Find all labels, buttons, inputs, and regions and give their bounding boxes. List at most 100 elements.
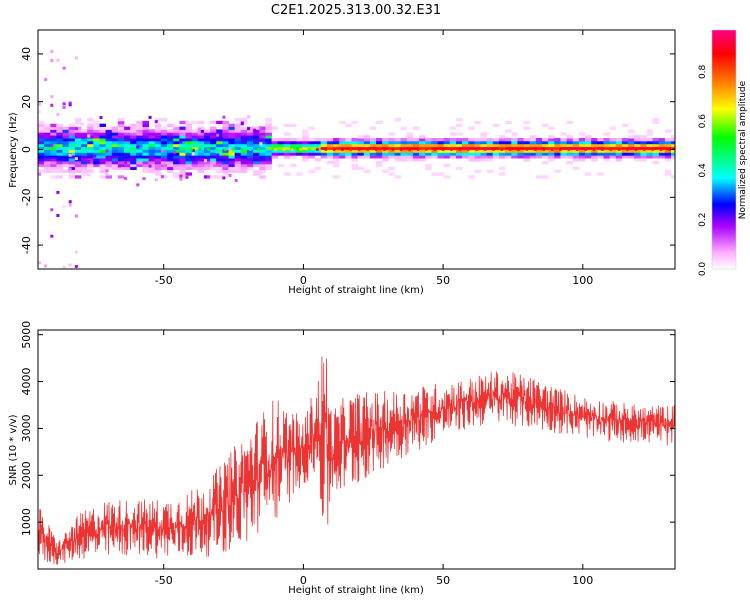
spectrogram-cell	[290, 143, 297, 148]
spectrogram-cell	[253, 161, 260, 165]
spectrogram-cell	[117, 120, 125, 125]
spectrogram-cell	[148, 149, 156, 153]
spectrogram-cell	[240, 155, 248, 159]
spectrogram-cell	[277, 143, 285, 148]
spectrogram-cell	[185, 132, 192, 136]
spectrogram-cell	[259, 129, 266, 133]
spectrogram-cell	[308, 140, 315, 145]
spectrogram-cell	[345, 143, 352, 148]
spectrogram-cell	[517, 149, 524, 153]
spectrogram-cell	[160, 158, 168, 162]
spectrogram-cell	[535, 138, 543, 142]
spectrogram-cell	[50, 135, 57, 139]
spectrogram-peak	[542, 148, 546, 151]
spectrogram-speckle	[124, 161, 128, 164]
spectrogram-cell	[247, 163, 254, 168]
spectrogram-cell	[376, 143, 383, 148]
spectrogram-cell	[320, 155, 328, 159]
spectrogram-cell	[204, 158, 211, 162]
spectrogram-cell	[351, 166, 358, 170]
spectrogram-cell	[523, 143, 531, 148]
spectrogram-cell	[167, 132, 174, 136]
spectrogram-speckle	[228, 173, 232, 177]
spectrogram-cell	[111, 163, 119, 168]
spectrogram-peak	[466, 148, 470, 151]
spectrogram-cell	[265, 132, 272, 136]
spectrogram-speckle	[62, 105, 66, 109]
colorbar-tick-label: 0.2	[698, 213, 708, 227]
spectrogram-cell	[419, 143, 426, 148]
spectrogram-cell	[117, 140, 125, 145]
spectrogram-cell	[74, 120, 82, 125]
spectrogram-cell	[535, 146, 543, 150]
spectrogram-cell	[216, 166, 223, 170]
spectrogram-cell	[609, 140, 617, 145]
spectrogram-cell	[554, 155, 561, 159]
spectrogram-cell	[480, 149, 487, 153]
spectrogram-peak	[408, 148, 412, 151]
spectrogram-cell	[247, 143, 254, 148]
spectrogram-cell	[154, 118, 162, 122]
spectrogram-cell	[160, 163, 168, 168]
spectrogram-cell	[234, 161, 242, 165]
spectrogram-cell	[283, 143, 291, 148]
spectrogram-cell	[443, 152, 451, 156]
spectrogram-cell	[167, 123, 174, 127]
spectrogram-cell	[345, 149, 352, 153]
spectrogram-cell	[124, 152, 131, 156]
spectrogram-cell	[234, 132, 242, 136]
spectrogram-cell	[130, 129, 137, 133]
spectrogram-cell	[185, 123, 192, 127]
spectrogram-xtick-label: 50	[436, 274, 450, 287]
spectrogram-cell	[44, 161, 51, 165]
spectrogram-cell	[142, 166, 149, 170]
snr-ytick-label: 5000	[20, 321, 33, 349]
spectrogram-cell	[160, 143, 168, 148]
spectrogram-cell	[394, 146, 401, 150]
spectrogram-cell	[62, 149, 70, 153]
spectrogram-speckle	[222, 176, 226, 180]
spectrogram-cell	[173, 129, 180, 133]
spectrogram-cell	[462, 138, 469, 142]
spectrogram-xtick-label: 0	[300, 274, 307, 287]
spectrogram-cell	[308, 149, 315, 153]
spectrogram-cell	[240, 161, 248, 165]
spectrogram-cell	[81, 166, 88, 170]
spectrogram-peak	[659, 148, 663, 151]
spectrogram-cell	[406, 138, 414, 142]
spectrogram-speckle	[99, 168, 103, 172]
spectrogram-peak	[290, 148, 294, 151]
spectrogram-cell	[499, 140, 506, 145]
spectrogram-cell	[621, 138, 629, 142]
spectrogram-cell	[542, 146, 549, 150]
spectrogram-cell	[351, 155, 358, 159]
spectrogram-cell	[228, 152, 235, 156]
spectrogram-cell	[302, 146, 309, 150]
spectrogram-speckle	[105, 149, 109, 153]
spectrogram-cell	[517, 152, 524, 156]
spectrogram-cell	[87, 158, 94, 162]
spectrogram-cell	[167, 161, 174, 165]
spectrogram-cell	[634, 152, 641, 156]
spectrogram-cell	[185, 158, 192, 162]
spectrogram-cell	[154, 163, 162, 168]
spectrogram-cell	[652, 155, 660, 159]
spectrogram-cell	[333, 155, 340, 159]
spectrogram-cell	[671, 146, 675, 150]
spectrogram-cell	[210, 126, 217, 130]
spectrogram-cell	[542, 138, 549, 142]
spectrogram-cell	[56, 132, 63, 136]
spectrogram-cell	[505, 140, 512, 145]
spectrogram-cell	[228, 161, 235, 165]
spectrogram-cell	[234, 149, 242, 153]
spectrogram-cell	[154, 166, 162, 170]
spectrogram-cell	[351, 140, 358, 145]
spectrogram-cell	[425, 140, 432, 145]
spectrogram-cell	[394, 140, 401, 145]
spectrogram-cell	[388, 172, 395, 176]
spectrogram-cell	[560, 132, 567, 136]
spectrogram-cell	[578, 132, 586, 136]
spectrogram-cell	[130, 146, 137, 150]
spectrogram-speckle	[87, 134, 91, 138]
spectrogram-cell	[87, 143, 94, 148]
